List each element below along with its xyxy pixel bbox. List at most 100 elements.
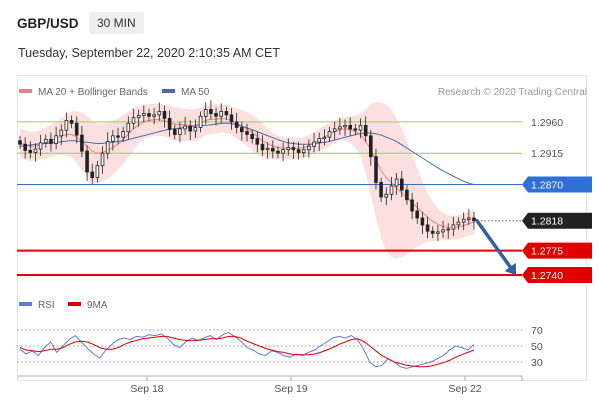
candle-body xyxy=(343,125,347,128)
candle xyxy=(95,160,100,183)
candle xyxy=(33,143,38,162)
candle-body xyxy=(389,185,394,195)
candle-body xyxy=(332,128,337,133)
candle-body xyxy=(28,149,33,153)
candle-body xyxy=(183,125,187,130)
candle-body xyxy=(178,128,182,135)
candle xyxy=(456,217,461,230)
candle xyxy=(198,111,203,133)
candle-body xyxy=(157,111,162,116)
candle xyxy=(343,119,347,136)
candle xyxy=(49,132,53,152)
candle-body xyxy=(23,143,27,151)
candle xyxy=(265,142,270,159)
price-tag-text: 1.2740 xyxy=(531,270,563,282)
candle xyxy=(317,132,321,152)
candle-body xyxy=(214,113,218,117)
candle xyxy=(74,116,79,144)
candle-body xyxy=(136,115,141,119)
candle-body xyxy=(224,111,229,116)
candle xyxy=(384,187,389,206)
candle-body xyxy=(131,117,136,124)
candle-body xyxy=(436,231,440,234)
candle xyxy=(178,121,182,143)
candle-body xyxy=(239,127,244,133)
candle xyxy=(183,117,187,135)
candle-body xyxy=(353,128,358,131)
candle xyxy=(399,170,404,198)
ma50-legend-swatch xyxy=(162,89,175,93)
price-tag-bg xyxy=(522,176,592,193)
candle xyxy=(441,220,445,238)
candle-body xyxy=(38,142,43,150)
candle xyxy=(116,127,120,145)
candle xyxy=(276,146,280,159)
candle-body xyxy=(74,122,79,136)
candle-body xyxy=(105,140,110,154)
candle xyxy=(54,126,58,150)
candle xyxy=(307,139,311,158)
price-tag-1.2915: 1.2915 xyxy=(531,148,563,160)
candle-body xyxy=(270,147,275,152)
candle-body xyxy=(472,217,476,222)
candle-body xyxy=(219,111,224,117)
price-tag-1.2740: 1.2740 xyxy=(522,267,592,284)
candle xyxy=(296,141,301,160)
candle xyxy=(374,148,378,190)
candle-body xyxy=(209,109,213,115)
candle-body xyxy=(167,118,172,130)
candle xyxy=(90,164,95,185)
candle-body xyxy=(384,193,389,198)
candle xyxy=(425,216,430,239)
candle xyxy=(410,192,414,219)
candle xyxy=(64,112,69,138)
candle xyxy=(415,201,419,224)
candle xyxy=(23,137,27,159)
candle-body xyxy=(358,125,363,131)
candle-body xyxy=(286,147,291,151)
x-axis: Sep 18 Sep 19 Sep 22 xyxy=(17,375,523,395)
candle xyxy=(363,116,368,142)
candle-body xyxy=(152,114,156,117)
candle-body xyxy=(80,134,84,152)
candle xyxy=(167,110,172,137)
candle xyxy=(131,108,136,130)
candle-body xyxy=(172,129,177,135)
candle xyxy=(162,105,167,128)
rsi-ma-line xyxy=(19,335,475,368)
candle-body xyxy=(198,115,203,128)
candle-body xyxy=(281,149,285,154)
timeframe-badge[interactable]: 30 MIN xyxy=(89,12,144,34)
candle xyxy=(451,216,456,237)
candle-body xyxy=(126,122,131,133)
candle-body xyxy=(111,135,115,142)
candle-body xyxy=(54,135,58,144)
candle-body xyxy=(348,125,352,130)
candle-body xyxy=(301,149,306,153)
ma20-legend-label: MA 20 + Bollinger Bands xyxy=(38,87,148,98)
candle xyxy=(291,141,296,159)
candle xyxy=(389,176,394,201)
candle-body xyxy=(234,121,239,128)
candle xyxy=(214,107,218,126)
price-tag-bg xyxy=(522,212,592,229)
candle-body xyxy=(276,150,280,154)
forecast-arrow-shaft xyxy=(475,218,512,269)
candlesticks xyxy=(18,100,476,242)
candle xyxy=(100,146,105,174)
rsi-line xyxy=(19,331,475,369)
candle xyxy=(322,129,327,146)
price-tag-text: 1.2870 xyxy=(531,180,563,192)
candle-body xyxy=(33,148,38,153)
candle-body xyxy=(95,165,100,178)
candle xyxy=(234,112,239,134)
candle-body xyxy=(265,147,270,151)
price-tag-bg xyxy=(522,242,592,259)
candle-body xyxy=(374,156,378,183)
ma20-legend-swatch xyxy=(19,89,32,93)
candle xyxy=(353,123,358,136)
candle-body xyxy=(307,145,311,151)
candle xyxy=(301,144,306,158)
candle-body xyxy=(430,230,435,234)
candle-body xyxy=(338,126,342,130)
